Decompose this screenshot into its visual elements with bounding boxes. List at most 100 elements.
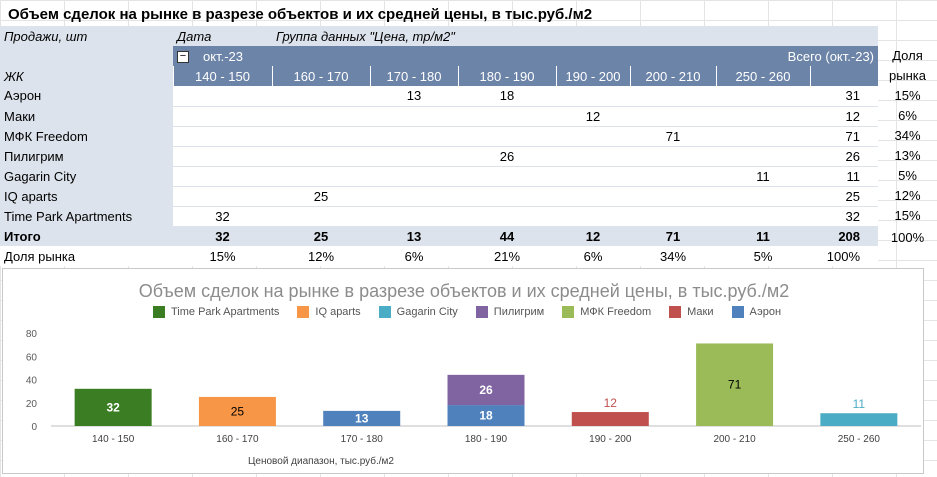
month-cell[interactable]: − окт.-23 [173,46,370,66]
row-label[interactable]: МФК Freedom [0,126,173,147]
table-cell[interactable] [716,86,810,107]
table-cell[interactable] [716,106,810,127]
table-cell[interactable] [556,206,630,227]
table-cell[interactable] [458,186,556,207]
row-label[interactable]: Аэрон [0,86,173,107]
table-cell[interactable]: 5% [716,246,810,266]
table-cell[interactable] [630,86,716,107]
table-cell[interactable]: 15% [173,246,272,266]
row-label[interactable]: Доля рынка [0,246,173,266]
table-cell[interactable] [370,106,458,127]
table-cell[interactable] [173,146,272,167]
group-field-label[interactable]: Группа данных "Цена, тр/м2" [272,26,879,46]
table-cell[interactable]: 34% [630,246,716,266]
row-total[interactable]: 31 [810,86,879,107]
table-cell[interactable] [173,166,272,187]
table-cell[interactable]: 21% [458,246,556,266]
table-cell[interactable] [716,126,810,147]
table-cell[interactable]: 32 [173,206,272,227]
row-label[interactable]: Gagarin City [0,166,173,187]
rows-label[interactable]: ЖК [0,66,173,86]
row-label[interactable]: Итого [0,225,173,246]
legend-item[interactable]: Маки [669,306,714,318]
row-label[interactable]: Time Park Apartments [0,206,173,227]
row-label[interactable]: IQ aparts [0,186,173,207]
range-header[interactable]: 170 - 180 [369,66,458,86]
row-total[interactable]: 25 [810,186,879,207]
range-header[interactable]: 190 - 200 [555,66,630,86]
table-cell[interactable] [272,86,370,107]
table-cell[interactable] [458,106,556,127]
table-cell[interactable] [458,206,556,227]
table-cell[interactable] [370,146,458,167]
table-cell[interactable]: 6% [556,246,630,266]
table-cell[interactable] [556,146,630,167]
table-cell[interactable] [173,106,272,127]
table-cell[interactable] [370,166,458,187]
table-cell[interactable] [458,126,556,147]
row-total[interactable]: 11 [810,166,879,187]
table-cell[interactable]: 11 [716,166,810,187]
table-cell[interactable]: 25 [272,186,370,207]
table-cell[interactable] [716,186,810,207]
table-cell[interactable] [630,146,716,167]
table-cell[interactable] [370,186,458,207]
pivot-table[interactable]: Продажи, шт Дата Группа данных "Цена, тр… [0,26,879,266]
legend-item[interactable]: Time Park Apartments [153,306,279,318]
table-cell[interactable] [370,126,458,147]
row-total[interactable]: 71 [810,126,879,147]
table-cell[interactable]: 13 [370,86,458,107]
table-cell[interactable]: 25 [272,225,370,246]
range-header[interactable]: 250 - 260 [715,66,810,86]
table-cell[interactable]: 12 [556,225,630,246]
table-cell[interactable] [173,86,272,107]
legend-item[interactable]: Gagarin City [378,306,458,318]
row-field-label[interactable]: Продажи, шт [0,26,173,46]
table-cell[interactable] [272,106,370,127]
table-cell[interactable] [272,206,370,227]
table-cell[interactable]: 44 [458,225,556,246]
legend-item[interactable]: Аэрон [731,306,781,318]
table-cell[interactable]: 32 [173,225,272,246]
row-total[interactable]: 32 [810,206,879,227]
row-label[interactable]: Маки [0,106,173,127]
table-cell[interactable]: 71 [630,225,716,246]
table-cell[interactable] [272,146,370,167]
table-cell[interactable]: 13 [370,225,458,246]
table-cell[interactable]: 11 [716,225,810,246]
table-cell[interactable] [630,166,716,187]
table-cell[interactable] [556,166,630,187]
table-cell[interactable] [272,126,370,147]
table-cell[interactable] [556,86,630,107]
table-cell[interactable]: 6% [370,246,458,266]
range-header[interactable]: 200 - 210 [629,66,716,86]
table-cell[interactable] [630,186,716,207]
date-field-label[interactable]: Дата [173,26,272,46]
table-cell[interactable]: 71 [630,126,716,147]
collapse-icon[interactable]: − [177,51,189,64]
row-total[interactable]: 208 [810,225,879,246]
table-cell[interactable] [272,166,370,187]
range-header[interactable]: 160 - 170 [271,66,370,86]
table-cell[interactable]: 12 [556,106,630,127]
row-total[interactable]: 100% [810,246,879,266]
legend-item[interactable]: IQ aparts [297,306,361,318]
table-cell[interactable] [556,126,630,147]
table-cell[interactable] [173,186,272,207]
table-cell[interactable] [630,106,716,127]
legend-item[interactable]: Пилигрим [475,306,544,318]
table-cell[interactable] [630,206,716,227]
table-cell[interactable] [370,206,458,227]
stacked-bar-chart[interactable]: Объем сделок на рынке в разрезе объектов… [2,268,924,474]
table-cell[interactable]: 18 [458,86,556,107]
row-total[interactable]: 12 [810,106,879,127]
legend-item[interactable]: МФК Freedom [562,306,651,318]
table-cell[interactable] [458,166,556,187]
row-label[interactable]: Пилигрим [0,146,173,167]
table-cell[interactable] [173,126,272,147]
row-total[interactable]: 26 [810,146,879,167]
table-cell[interactable] [716,206,810,227]
range-header[interactable]: 180 - 190 [457,66,556,86]
table-cell[interactable] [716,146,810,167]
range-header[interactable]: 140 - 150 [172,66,272,86]
